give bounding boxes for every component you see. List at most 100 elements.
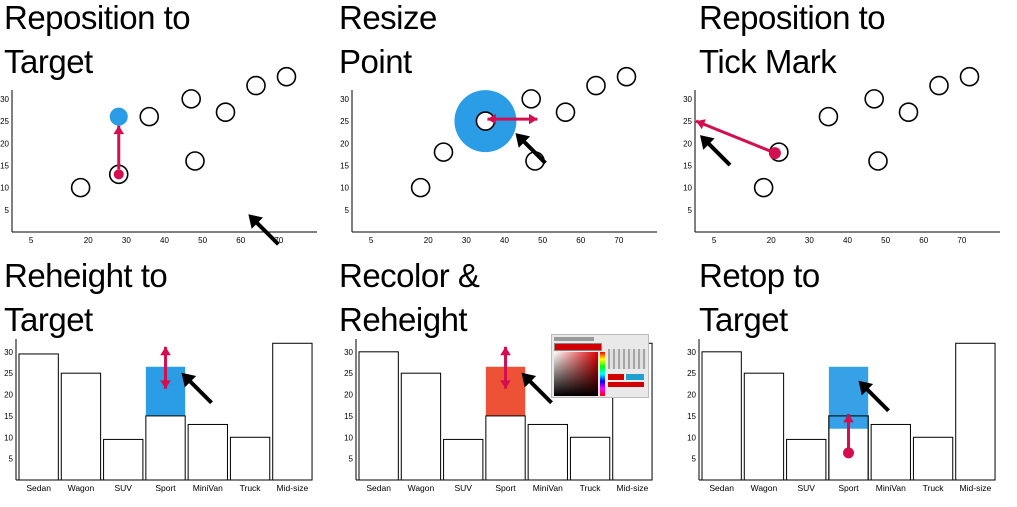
bar-mid-size[interactable] <box>272 342 313 481</box>
picker-titlebar <box>554 337 594 341</box>
panel-title: Resize Point <box>339 0 437 84</box>
data-point[interactable] <box>433 142 454 162</box>
x-category-label: Wagon <box>68 483 95 493</box>
bar-minivan[interactable] <box>187 423 228 481</box>
bar-sedan[interactable] <box>701 351 742 481</box>
bar-minivan[interactable] <box>527 423 568 481</box>
y-tick-label: 25 <box>344 369 353 378</box>
mouse-cursor-head <box>858 380 874 396</box>
data-point[interactable] <box>898 102 919 122</box>
bar-sedan[interactable] <box>18 353 59 481</box>
bar-suv[interactable] <box>103 438 144 481</box>
picker-hue-slider[interactable] <box>600 352 605 396</box>
reheight-arrow-head <box>160 346 171 356</box>
color-picker-dialog[interactable] <box>551 334 649 398</box>
scatter-chart-tick-mark[interactable]: 5 10 15 20 25 30 5 20 30 40 50 60 70 <box>683 66 1013 255</box>
title-line-1: Resize <box>339 0 437 36</box>
bar-wagon[interactable] <box>400 372 442 481</box>
y-tick-label: 10 <box>0 184 9 193</box>
bar-suv[interactable] <box>443 438 484 481</box>
mouse-cursor-shaft <box>252 218 280 246</box>
mouse-cursor-shaft <box>520 137 547 165</box>
title-line-2: Target <box>699 301 788 338</box>
data-point[interactable] <box>521 89 541 109</box>
y-tick-label: 30 <box>687 348 696 357</box>
drag-arrow-head <box>113 125 125 135</box>
mouse-cursor-head <box>700 135 715 150</box>
x-category-label: Wagon <box>751 483 778 493</box>
picker-swatch-grid[interactable] <box>608 349 646 369</box>
y-tick-label: 30 <box>344 348 353 357</box>
panel-title: Reposition to Target <box>4 0 191 84</box>
x-category-label: Truck <box>580 483 602 493</box>
x-category-label: MiniVan <box>876 483 906 493</box>
bar-sport[interactable] <box>485 415 526 481</box>
data-point[interactable] <box>959 66 980 87</box>
bar-sport[interactable] <box>145 415 186 481</box>
data-point[interactable] <box>181 89 201 109</box>
x-tick-label: 60 <box>576 236 585 245</box>
data-point[interactable] <box>215 102 236 122</box>
y-tick-label: 15 <box>340 161 349 170</box>
bar-sedan[interactable] <box>358 351 399 481</box>
bar-chart-reheight[interactable]: 5 10 15 20 25 30 Sedan Wagon SUV Sport MiniVan Truc… <box>0 336 330 506</box>
picker-gradient-field[interactable] <box>554 352 598 396</box>
data-point[interactable] <box>929 75 949 96</box>
data-point[interactable] <box>70 177 91 198</box>
x-category-label: Sedan <box>709 483 734 493</box>
data-point[interactable] <box>616 66 637 87</box>
target-position <box>109 107 128 126</box>
x-tick-label: 60 <box>919 236 928 245</box>
x-category-label: Sport <box>155 483 176 493</box>
retop-arrow-head <box>843 413 854 423</box>
picker-current-color-swatch[interactable] <box>554 343 602 351</box>
data-point[interactable] <box>864 89 884 109</box>
x-category-label: Mid-size <box>960 483 992 493</box>
y-tick-label: 5 <box>345 206 350 215</box>
x-tick-label: 5 <box>29 236 34 245</box>
mouse-cursor-head <box>181 372 197 388</box>
x-tick-label: 30 <box>122 236 131 245</box>
data-point[interactable] <box>753 177 774 198</box>
x-category-label: Sedan <box>366 483 391 493</box>
bar-chart-retop[interactable]: 5 10 15 20 25 30 Sedan Wagon SUV Sport MiniVan Truc… <box>683 336 1013 506</box>
bar-suv[interactable] <box>786 438 827 481</box>
picker-red-field[interactable] <box>608 374 624 380</box>
picker-cyan-field[interactable] <box>626 374 644 380</box>
y-tick-label: 15 <box>0 161 9 170</box>
y-tick-label: 20 <box>4 391 13 400</box>
scatter-chart-reposition[interactable]: 5 10 15 20 25 30 5 20 30 40 50 60 70 <box>0 66 330 255</box>
data-point[interactable] <box>818 106 839 127</box>
y-tick-label: 10 <box>683 184 692 193</box>
data-point[interactable] <box>139 106 160 127</box>
reheight-arrow-head <box>500 346 511 356</box>
scatter-chart-resize[interactable]: 5 10 15 20 25 30 5 20 30 40 50 60 70 <box>340 66 670 255</box>
data-point[interactable] <box>276 66 297 87</box>
x-tick-label: 50 <box>198 236 207 245</box>
data-point[interactable] <box>868 151 888 171</box>
mouse-cursor-shaft <box>526 377 553 405</box>
mouse-cursor-head <box>248 214 264 229</box>
bar-truck[interactable] <box>569 436 611 481</box>
x-tick-label: 30 <box>805 236 814 245</box>
y-tick-label: 20 <box>340 139 349 148</box>
x-tick-label: 50 <box>881 236 890 245</box>
x-category-label: SUV <box>797 483 815 493</box>
drag-handle <box>843 447 855 459</box>
bar-wagon[interactable] <box>60 372 102 481</box>
title-line-2: Target <box>4 43 93 80</box>
bar-minivan[interactable] <box>870 423 911 481</box>
mouse-cursor-shaft <box>863 385 890 413</box>
picker-red-field-2[interactable] <box>608 382 644 387</box>
data-point[interactable] <box>555 102 576 122</box>
data-point[interactable] <box>246 75 266 96</box>
data-point[interactable] <box>185 151 205 171</box>
bar-truck[interactable] <box>229 436 271 481</box>
bar-truck[interactable] <box>912 436 954 481</box>
bar-wagon[interactable] <box>743 372 785 481</box>
drag-arrow-head <box>696 119 706 130</box>
data-point[interactable] <box>586 75 606 96</box>
y-tick-label: 30 <box>340 95 349 104</box>
bar-mid-size[interactable] <box>955 342 996 481</box>
data-point[interactable] <box>410 177 431 198</box>
